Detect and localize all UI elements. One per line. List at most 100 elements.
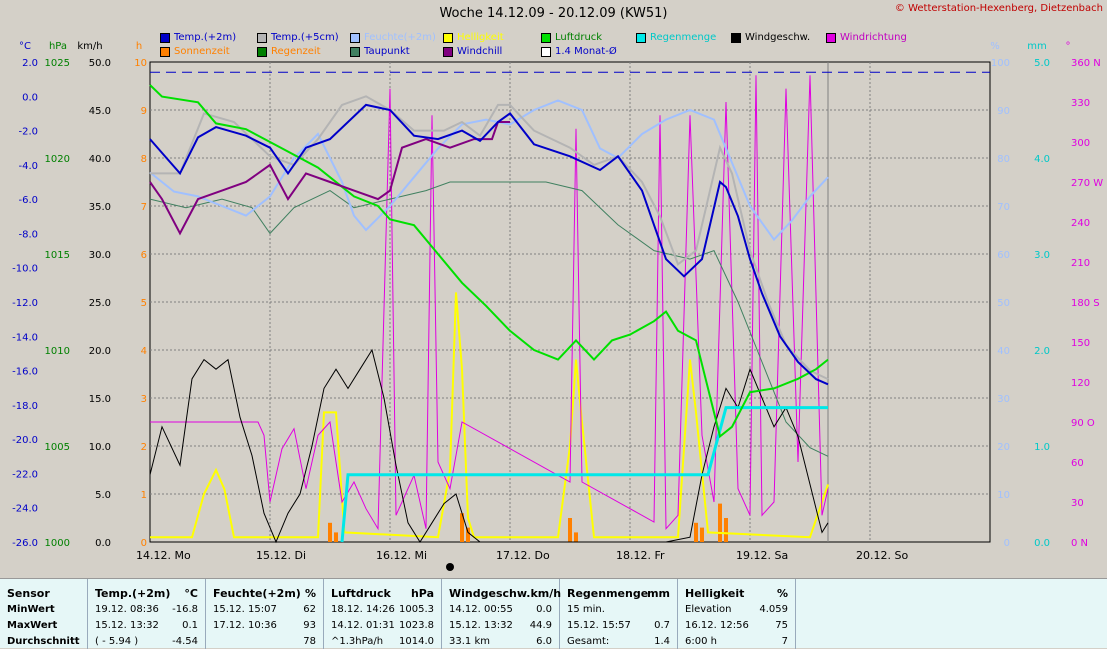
stats-header: Regenmenge <box>567 587 649 600</box>
legend-item: Helligkeit <box>443 32 504 43</box>
tick-label: 1015 <box>45 250 70 261</box>
tick-label: -10.0 <box>12 264 38 275</box>
stats-header: Luftdruck <box>331 587 391 600</box>
stats-cell-time: ^1.3hPa/h <box>331 636 384 647</box>
legend-label: Luftdruck <box>555 32 603 43</box>
stats-cell-time: 14.12. 00:55 <box>449 604 513 615</box>
tick-label: 35.0 <box>89 202 111 213</box>
legend-item: Taupunkt <box>350 46 410 57</box>
stats-cell-value: 1.4 <box>654 636 670 647</box>
axis-unit: °C <box>19 41 31 52</box>
x-tick-label: 18.12. Fr <box>616 549 665 562</box>
tick-label: -24.0 <box>12 504 38 515</box>
tick-label: -16.0 <box>12 367 38 378</box>
series-line <box>149 181 829 457</box>
copyright-text: © Wetterstation-Hexenberg, Dietzenbach <box>894 3 1103 14</box>
stats-cell-value: 0.0 <box>536 604 552 615</box>
tick-label: 2.0 <box>1034 346 1050 357</box>
x-tick-label: 17.12. Do <box>496 549 550 562</box>
stats-cell-value: -4.54 <box>172 636 198 647</box>
tick-label: 40.0 <box>89 154 111 165</box>
stats-cell-value: 1005.3 <box>399 604 434 615</box>
tick-label: 300 <box>1071 138 1090 149</box>
legend-label: Temp.(+5cm) <box>271 32 339 43</box>
sunshine-bar <box>718 503 722 542</box>
tick-label: 0.0 <box>22 92 38 103</box>
tick-label: 60 <box>997 250 1010 261</box>
tick-label: 150 <box>1071 338 1090 349</box>
tick-label: 1005 <box>45 442 70 453</box>
legend-label: Feuchte(+2m) <box>364 32 436 43</box>
tick-label: 10 <box>997 490 1010 501</box>
stats-unit: mm <box>647 587 670 600</box>
stats-label-avg: Durchschnitt <box>7 636 80 647</box>
stats-cell-value: 1023.8 <box>399 620 434 631</box>
legend-swatch <box>636 32 646 43</box>
stats-cell-time: 15 min. <box>567 604 605 615</box>
tick-label: 20 <box>997 442 1010 453</box>
moon-phase-icon <box>446 563 454 571</box>
tick-label: 0 N <box>1071 538 1088 549</box>
tick-label: 30 <box>997 394 1010 405</box>
legend-item: Windgeschw. <box>731 32 810 43</box>
tick-label: 5.0 <box>1034 58 1050 69</box>
legend-item: Sonnenzeit <box>160 46 230 57</box>
tick-label: 0.0 <box>1034 538 1050 549</box>
stats-cell-time: Gesamt: <box>567 636 610 647</box>
tick-label: 210 <box>1071 258 1090 269</box>
legend-label: Windchill <box>457 46 503 57</box>
stats-cell-value: 62 <box>303 604 316 615</box>
legend-item: Regenzeit <box>257 46 321 57</box>
stats-unit: hPa <box>410 587 434 600</box>
tick-label: 1 <box>141 490 147 501</box>
tick-label: 240 <box>1071 218 1090 229</box>
series-lines <box>149 71 990 544</box>
x-tick-label: 16.12. Mi <box>376 549 427 562</box>
tick-label: 0.0 <box>95 538 111 549</box>
sunshine-bar <box>328 522 332 542</box>
stats-col-feuchte: Feuchte(+2m)% 15.12. 15:07 62 17.12. 10:36 9… <box>206 579 324 649</box>
x-tick-label: 20.12. So <box>856 549 908 562</box>
tick-label: 2.0 <box>22 58 38 69</box>
tick-label: -26.0 <box>12 538 38 549</box>
series-line <box>149 121 510 236</box>
weather-chart: Woche 14.12.09 - 20.12.09 (KW51) © Wette… <box>12 3 1104 571</box>
legend-item: Temp.(+5cm) <box>257 32 339 43</box>
tick-label: -2.0 <box>18 127 38 138</box>
legend-swatch <box>443 46 453 57</box>
legend-swatch <box>541 46 551 57</box>
stats-cell-time: 16.12. 12:56 <box>685 620 749 631</box>
tick-label: 1025 <box>45 58 70 69</box>
sunshine-bar <box>574 532 578 542</box>
tick-label: 2 <box>141 442 147 453</box>
stats-col-temp: Temp.(+2m) °C 19.12. 08:36 -16.8 15.12. 13:3… <box>88 579 206 649</box>
stats-header-sensor: Sensor <box>7 587 50 600</box>
legend-swatch <box>257 32 267 43</box>
stats-col-wind: Windgeschw.km/h 14.12. 00:55 0.0 15.12. 13:… <box>442 579 561 649</box>
tick-label: 330 <box>1071 98 1090 109</box>
tick-label: 10.0 <box>89 442 111 453</box>
tick-label: 6 <box>141 250 147 261</box>
x-tick-label: 15.12. Di <box>256 549 306 562</box>
stats-cell-time: 15.12. 13:32 <box>95 620 159 631</box>
axis-unit: hPa <box>49 41 67 52</box>
plot-svg: 2.0 0.0 -2.0 -4.0 -6.0 -8.0 -10.0 -12.0 -14.0 -16… <box>12 41 1103 571</box>
tick-label: -4.0 <box>18 161 38 172</box>
stats-header: Feuchte(+2m) <box>213 587 301 600</box>
tick-label: 30.0 <box>89 250 111 261</box>
stats-cell-time: 17.12. 10:36 <box>213 620 277 631</box>
legend-item: 1.4 Monat-Ø <box>541 46 617 57</box>
stats-cell-value: 0.1 <box>182 620 198 631</box>
tick-label: 50.0 <box>89 58 111 69</box>
legend-swatch <box>350 46 360 57</box>
grid-lines <box>150 62 990 542</box>
stats-cell-value: 6.0 <box>536 636 552 647</box>
legend-label: Regenzeit <box>271 46 321 57</box>
tick-label: 1010 <box>45 346 70 357</box>
tick-label: 7 <box>141 202 147 213</box>
tick-label: -12.0 <box>12 298 38 309</box>
tick-label: 9 <box>141 106 147 117</box>
stats-cell-value: 4.059 <box>759 604 788 615</box>
stats-label-min: MinWert <box>7 604 55 615</box>
legend-label: Helligkeit <box>457 32 504 43</box>
